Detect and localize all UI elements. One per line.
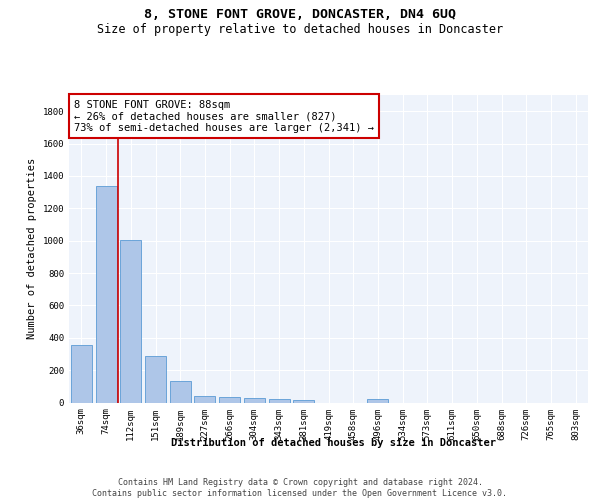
Bar — [244, 398, 265, 402]
Text: 8, STONE FONT GROVE, DONCASTER, DN4 6UQ: 8, STONE FONT GROVE, DONCASTER, DN4 6UQ — [144, 8, 456, 20]
Text: Size of property relative to detached houses in Doncaster: Size of property relative to detached ho… — [97, 22, 503, 36]
Bar — [367, 400, 388, 402]
Bar — [293, 400, 314, 402]
Bar — [145, 356, 166, 403]
Bar — [170, 382, 191, 402]
Text: 8 STONE FONT GROVE: 88sqm
← 26% of detached houses are smaller (827)
73% of semi: 8 STONE FONT GROVE: 88sqm ← 26% of detac… — [74, 100, 374, 133]
Bar — [194, 396, 215, 402]
Bar — [71, 345, 92, 403]
Y-axis label: Number of detached properties: Number of detached properties — [27, 158, 37, 340]
Bar — [95, 186, 116, 402]
Bar — [269, 400, 290, 402]
Bar — [219, 397, 240, 402]
Text: Contains HM Land Registry data © Crown copyright and database right 2024.
Contai: Contains HM Land Registry data © Crown c… — [92, 478, 508, 498]
Bar — [120, 240, 141, 402]
Text: Distribution of detached houses by size in Doncaster: Distribution of detached houses by size … — [170, 438, 496, 448]
